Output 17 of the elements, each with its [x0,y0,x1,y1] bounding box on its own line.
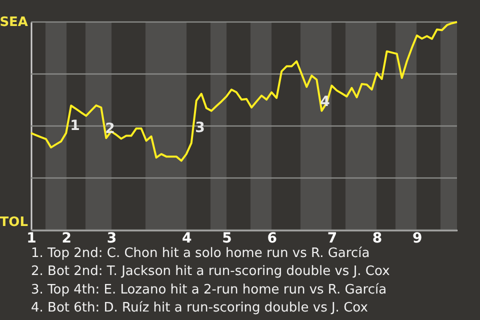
annotation: 1 [70,118,80,134]
text: 2. Bot 2nd: T. Jackson hit a run-scoring double vs J. Cox [31,264,390,280]
x-tick-label: 7 [327,230,338,246]
x-tick-label: 5 [222,230,232,246]
x-tick-label: 9 [412,230,422,246]
x-tick-label: 1 [26,230,36,246]
x-tick-label: 3 [106,230,117,246]
x-tick-label: 8 [372,230,382,246]
text: SEA [0,15,28,30]
x-tick-label: 4 [182,230,192,246]
x-tick-label: 6 [267,230,277,246]
annotation: 3 [195,120,205,136]
text: TOL [0,215,28,230]
text: 1. Top 2nd: C. Chon hit a solo home run vs R. García [31,246,370,261]
x-tick-label: 2 [62,230,72,246]
text: 3. Top 4th: E. Lozano hit a 2-run home run vs R. García [31,282,387,298]
text: 4. Bot 6th: D. Ruíz hit a run-scoring double vs J. Cox [31,300,368,316]
